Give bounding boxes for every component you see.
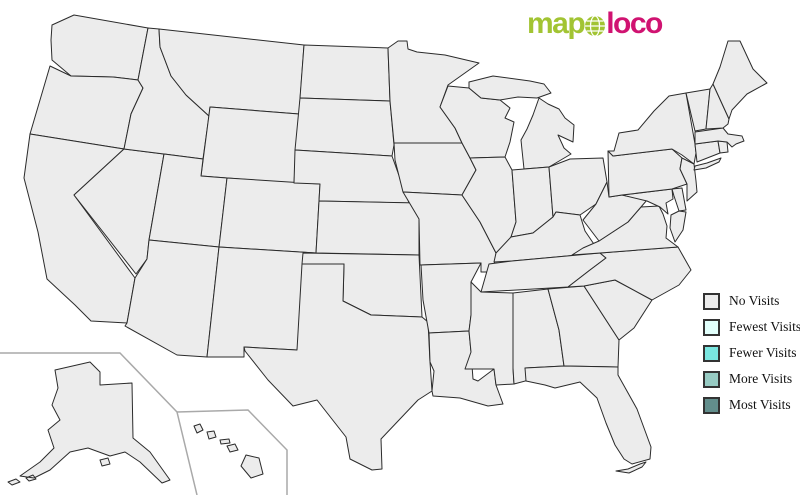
state-kansas xyxy=(315,200,420,256)
contiguous-states xyxy=(23,14,768,474)
most-visits-swatch xyxy=(703,396,720,414)
legend-row-most-visits: Most Visits xyxy=(703,392,800,418)
state-connecticut xyxy=(694,140,721,163)
most-visits-label: Most Visits xyxy=(729,397,791,412)
state-washington xyxy=(50,14,149,81)
more-visits-label: More Visits xyxy=(729,371,793,386)
legend-row-fewer-visits: Fewer Visits xyxy=(703,340,800,366)
state-kentucky xyxy=(493,211,601,263)
logo-text-map: map xyxy=(527,7,586,40)
state-north-dakota xyxy=(299,44,391,102)
globe-icon xyxy=(585,15,606,37)
fewest-visits-label: Fewest Visits xyxy=(729,319,800,334)
hawaii-inset xyxy=(193,423,264,479)
state-colorado xyxy=(218,177,321,254)
alaska-inset-border xyxy=(0,352,198,495)
state-florida xyxy=(524,365,652,474)
state-maine xyxy=(712,40,768,120)
alaska-inset xyxy=(7,361,171,486)
state-virginia xyxy=(571,205,679,256)
fewer-visits-label: Fewer Visits xyxy=(729,345,797,360)
hawaii-inset-border xyxy=(176,409,288,495)
state-new-york xyxy=(607,92,722,171)
no-visits-label: No Visits xyxy=(729,293,780,308)
state-texas xyxy=(243,263,433,471)
map-legend: No Visits Fewest Visits Fewer Visits Mor… xyxy=(703,288,800,418)
legend-row-fewest-visits: Fewest Visits xyxy=(703,314,800,340)
state-wyoming xyxy=(200,106,300,184)
state-massachusetts xyxy=(694,127,745,148)
state-hawaii xyxy=(193,423,264,479)
legend-row-no-visits: No Visits xyxy=(703,288,800,314)
fewest-visits-swatch xyxy=(703,318,720,336)
state-alaska xyxy=(7,361,171,486)
maploco-logo[interactable]: map loco xyxy=(527,7,663,41)
logo-text-loco: loco xyxy=(606,7,663,40)
no-visits-swatch xyxy=(703,292,720,310)
state-north-carolina xyxy=(567,246,692,301)
legend-row-more-visits: More Visits xyxy=(703,366,800,392)
state-iowa xyxy=(393,142,477,196)
state-rhode-island xyxy=(717,140,729,154)
fewer-visits-swatch xyxy=(703,344,720,362)
more-visits-swatch xyxy=(703,370,720,388)
state-michigan xyxy=(468,75,575,170)
state-delaware xyxy=(671,187,687,212)
state-south-dakota xyxy=(294,97,395,157)
inset-boundary-lines xyxy=(0,352,288,495)
